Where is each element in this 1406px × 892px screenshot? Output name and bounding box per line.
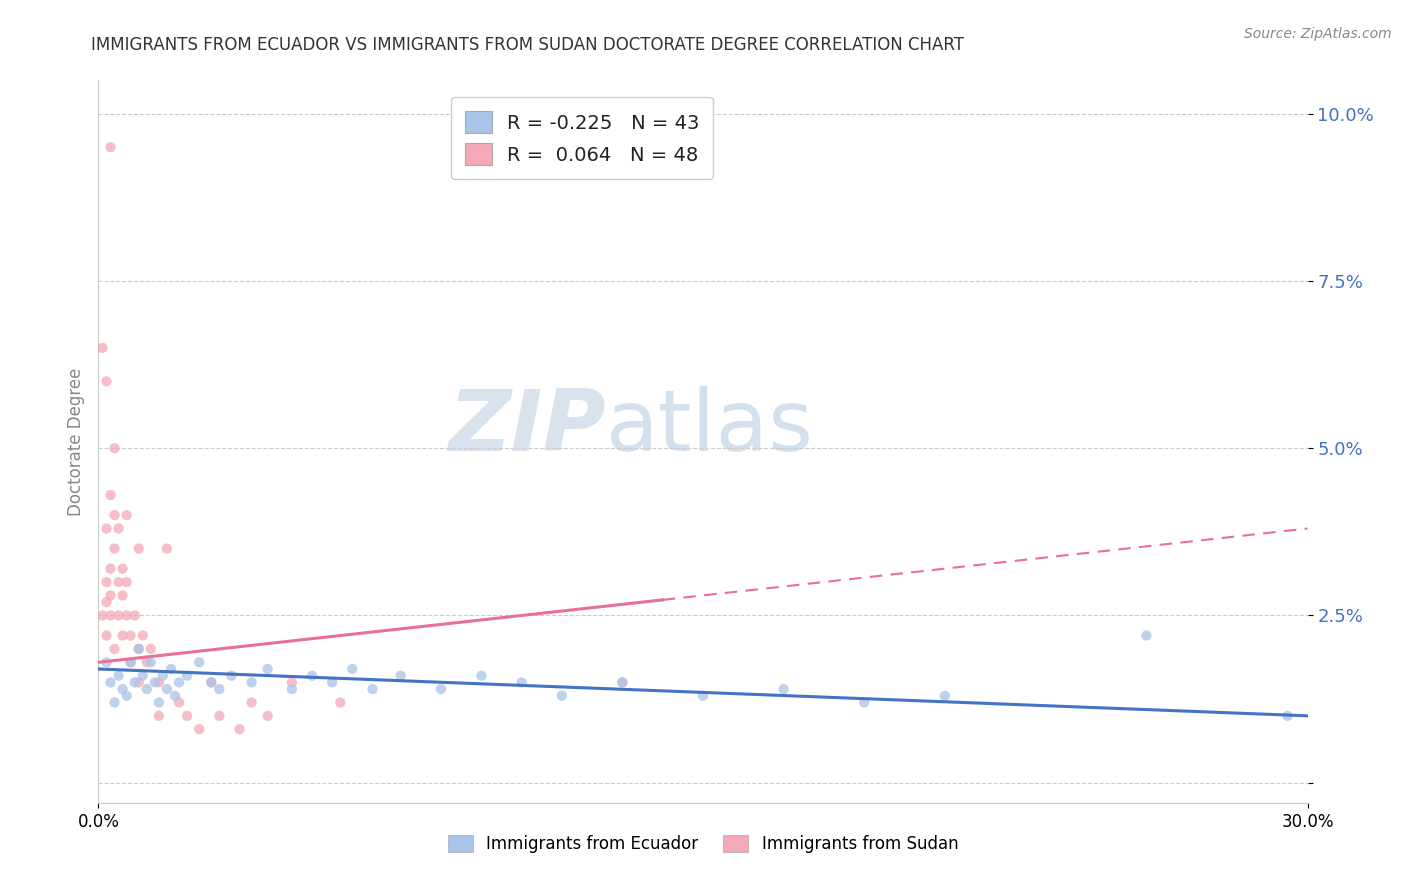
Point: [115, 689, 138, 703]
Point: [96, 521, 118, 535]
Point: [115, 608, 138, 623]
Point: [329, 696, 352, 710]
Y-axis label: Doctorate Degree: Doctorate Degree: [66, 368, 84, 516]
Point: [111, 589, 134, 603]
Point: [148, 696, 170, 710]
Point: [221, 669, 243, 683]
Point: [510, 675, 533, 690]
Point: [111, 628, 134, 642]
Point: [111, 681, 134, 696]
Point: [100, 140, 122, 154]
Point: [612, 675, 634, 690]
Point: [176, 708, 198, 723]
Point: [139, 655, 162, 669]
Point: [853, 696, 876, 710]
Point: [139, 642, 162, 657]
Point: [156, 541, 179, 556]
Point: [342, 662, 364, 676]
Point: [103, 541, 125, 556]
Point: [100, 675, 122, 690]
Point: [91, 608, 114, 623]
Point: [135, 681, 157, 696]
Point: [152, 669, 174, 683]
Point: [256, 662, 278, 676]
Point: [103, 441, 125, 455]
Point: [163, 689, 186, 703]
Point: [281, 675, 304, 690]
Text: ZIP: ZIP: [449, 385, 606, 468]
Point: [208, 681, 231, 696]
Point: [120, 628, 142, 642]
Text: IMMIGRANTS FROM ECUADOR VS IMMIGRANTS FROM SUDAN DOCTORATE DEGREE CORRELATION CH: IMMIGRANTS FROM ECUADOR VS IMMIGRANTS FR…: [91, 36, 965, 54]
Point: [132, 628, 155, 642]
Point: [111, 562, 134, 576]
Point: [128, 642, 150, 657]
Point: [128, 541, 150, 556]
Point: [107, 608, 129, 623]
Point: [167, 675, 190, 690]
Point: [128, 642, 150, 657]
Point: [143, 675, 166, 690]
Point: [103, 642, 125, 657]
Point: [1277, 708, 1299, 723]
Point: [301, 669, 323, 683]
Point: [148, 708, 170, 723]
Point: [128, 675, 150, 690]
Legend: Immigrants from Ecuador, Immigrants from Sudan: Immigrants from Ecuador, Immigrants from…: [441, 828, 965, 860]
Point: [103, 696, 125, 710]
Point: [115, 574, 138, 589]
Point: [200, 675, 222, 690]
Point: [188, 723, 211, 737]
Point: [107, 521, 129, 535]
Point: [96, 655, 118, 669]
Point: [240, 675, 263, 690]
Point: [96, 595, 118, 609]
Point: [361, 681, 384, 696]
Point: [1135, 628, 1157, 642]
Point: [148, 675, 170, 690]
Point: [100, 488, 122, 502]
Point: [91, 341, 114, 355]
Point: [100, 562, 122, 576]
Point: [321, 675, 343, 690]
Point: [107, 669, 129, 683]
Point: [96, 574, 118, 589]
Point: [208, 708, 231, 723]
Point: [470, 669, 492, 683]
Point: [240, 696, 263, 710]
Point: [160, 662, 183, 676]
Point: [124, 608, 146, 623]
Point: [692, 689, 714, 703]
Point: [281, 681, 304, 696]
Point: [934, 689, 956, 703]
Point: [107, 574, 129, 589]
Point: [167, 696, 190, 710]
Point: [135, 655, 157, 669]
Point: [256, 708, 278, 723]
Point: [772, 681, 794, 696]
Point: [103, 508, 125, 523]
Point: [96, 628, 118, 642]
Point: [612, 675, 634, 690]
Point: [188, 655, 211, 669]
Point: [156, 681, 179, 696]
Point: [228, 723, 250, 737]
Point: [120, 655, 142, 669]
Point: [96, 375, 118, 389]
Point: [100, 589, 122, 603]
Point: [200, 675, 222, 690]
Point: [132, 669, 155, 683]
Point: [389, 669, 412, 683]
Text: Source: ZipAtlas.com: Source: ZipAtlas.com: [1244, 27, 1392, 41]
Point: [430, 681, 453, 696]
Point: [100, 608, 122, 623]
Point: [176, 669, 198, 683]
Point: [124, 675, 146, 690]
Point: [115, 508, 138, 523]
Point: [551, 689, 574, 703]
Text: atlas: atlas: [606, 385, 814, 468]
Point: [120, 655, 142, 669]
